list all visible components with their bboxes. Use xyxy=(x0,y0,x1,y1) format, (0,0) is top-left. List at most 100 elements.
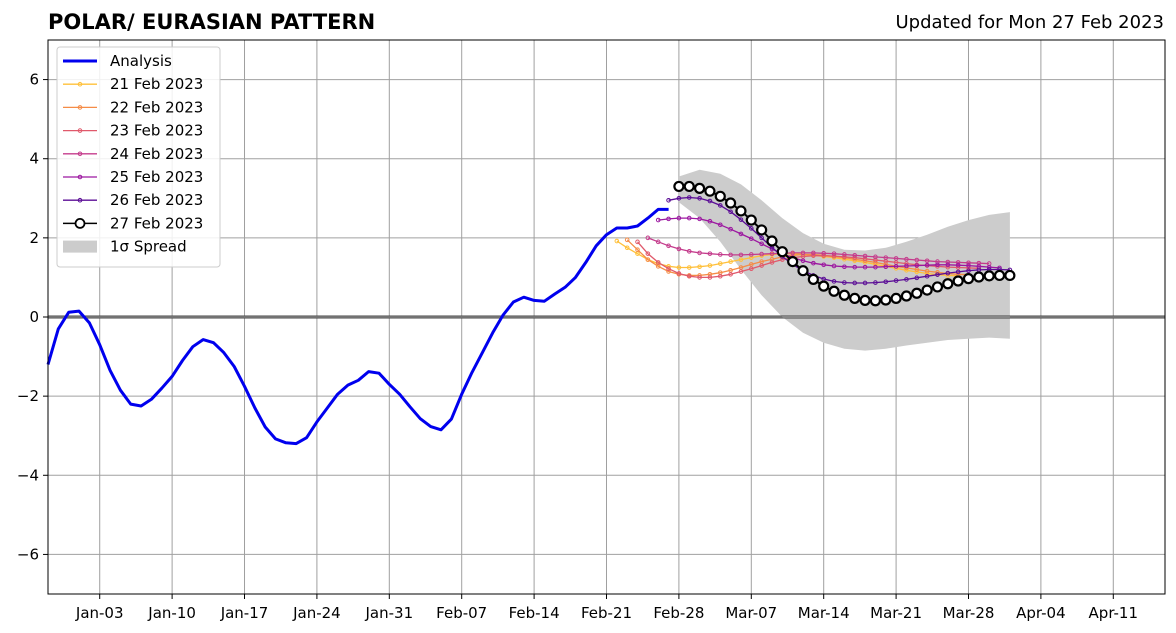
data-point xyxy=(728,259,733,264)
data-point xyxy=(900,290,913,302)
data-point xyxy=(807,273,819,286)
data-point xyxy=(862,253,868,259)
legend-label: 25 Feb 2023 xyxy=(110,168,203,186)
data-point xyxy=(862,256,868,262)
data-point xyxy=(983,270,995,282)
data-point xyxy=(800,258,806,264)
legend-marker xyxy=(77,81,83,87)
data-point xyxy=(955,269,961,275)
legend-marker xyxy=(77,174,83,180)
y-tick-label: 0 xyxy=(29,308,39,326)
data-point xyxy=(766,235,778,247)
x-tick-label: Jan-03 xyxy=(75,604,124,622)
data-point xyxy=(924,258,930,264)
data-point xyxy=(942,278,954,290)
data-point xyxy=(759,263,764,268)
legend-label: 22 Feb 2023 xyxy=(110,98,203,116)
data-point xyxy=(852,280,858,286)
data-point xyxy=(831,263,837,269)
data-point xyxy=(966,268,971,274)
data-point xyxy=(686,265,692,270)
series-line xyxy=(658,217,1000,269)
legend-label: 24 Feb 2023 xyxy=(110,145,203,163)
x-tick-label: Mar-21 xyxy=(870,604,922,622)
data-point xyxy=(717,203,723,208)
data-point xyxy=(790,250,795,256)
data-point xyxy=(880,294,892,306)
data-point xyxy=(883,255,889,260)
data-point xyxy=(955,262,961,268)
data-point xyxy=(666,243,671,249)
x-tick-label: Mar-07 xyxy=(725,604,777,622)
x-tick-label: Mar-14 xyxy=(798,604,850,622)
data-point xyxy=(852,264,858,270)
data-point xyxy=(1004,269,1016,282)
data-point xyxy=(673,180,685,193)
y-tick-label: 2 xyxy=(29,229,39,247)
data-point xyxy=(914,257,920,263)
data-point xyxy=(904,263,909,269)
legend-marker xyxy=(77,197,83,203)
data-point xyxy=(697,275,702,280)
data-point xyxy=(717,273,723,279)
legend-label: 21 Feb 2023 xyxy=(110,75,203,93)
data-point xyxy=(735,205,747,217)
data-point xyxy=(811,253,816,258)
data-point xyxy=(686,273,692,279)
data-point xyxy=(714,190,726,202)
data-point xyxy=(862,264,868,270)
data-point xyxy=(873,254,878,260)
x-tick-label: Jan-31 xyxy=(364,604,413,622)
data-point xyxy=(686,215,692,221)
data-point xyxy=(748,252,754,257)
data-point xyxy=(966,263,971,268)
data-point xyxy=(911,287,923,299)
data-point xyxy=(862,280,868,286)
x-tick-label: Jan-10 xyxy=(147,604,196,622)
y-tick-label: −2 xyxy=(17,387,39,405)
data-point xyxy=(831,279,837,284)
data-point xyxy=(697,216,702,222)
data-point xyxy=(738,257,744,262)
data-point xyxy=(924,273,930,279)
data-point xyxy=(624,237,630,243)
data-point xyxy=(973,271,985,283)
data-point xyxy=(666,269,671,274)
data-point xyxy=(924,262,930,268)
spread-band xyxy=(678,169,1010,351)
data-point xyxy=(717,261,723,266)
data-point xyxy=(738,252,744,258)
data-point xyxy=(697,195,702,201)
data-point xyxy=(828,285,840,297)
data-point xyxy=(707,251,713,256)
data-point xyxy=(776,246,788,258)
data-point xyxy=(676,246,682,252)
series-line xyxy=(668,196,1010,284)
data-point xyxy=(914,263,920,268)
data-point xyxy=(893,278,899,283)
data-point xyxy=(893,264,899,269)
legend-label: 27 Feb 2023 xyxy=(110,214,203,232)
x-tick-label: Feb-14 xyxy=(509,604,560,622)
data-point xyxy=(931,281,944,293)
data-point xyxy=(635,239,640,245)
data-point xyxy=(728,252,733,258)
data-point xyxy=(748,262,754,267)
legend-label: Analysis xyxy=(110,52,172,70)
data-point xyxy=(635,247,640,253)
data-point xyxy=(725,197,737,209)
data-point xyxy=(686,195,692,200)
x-tick-label: Apr-11 xyxy=(1089,604,1139,622)
data-point xyxy=(666,266,671,272)
x-tick-label: Jan-24 xyxy=(292,604,341,622)
data-point xyxy=(842,252,847,257)
data-point xyxy=(838,289,850,301)
data-point xyxy=(821,250,826,256)
data-point xyxy=(645,257,651,262)
data-point xyxy=(769,260,775,265)
data-point xyxy=(883,264,889,270)
data-point xyxy=(800,250,806,256)
x-tick-label: Feb-28 xyxy=(653,604,704,622)
data-point xyxy=(686,249,692,254)
